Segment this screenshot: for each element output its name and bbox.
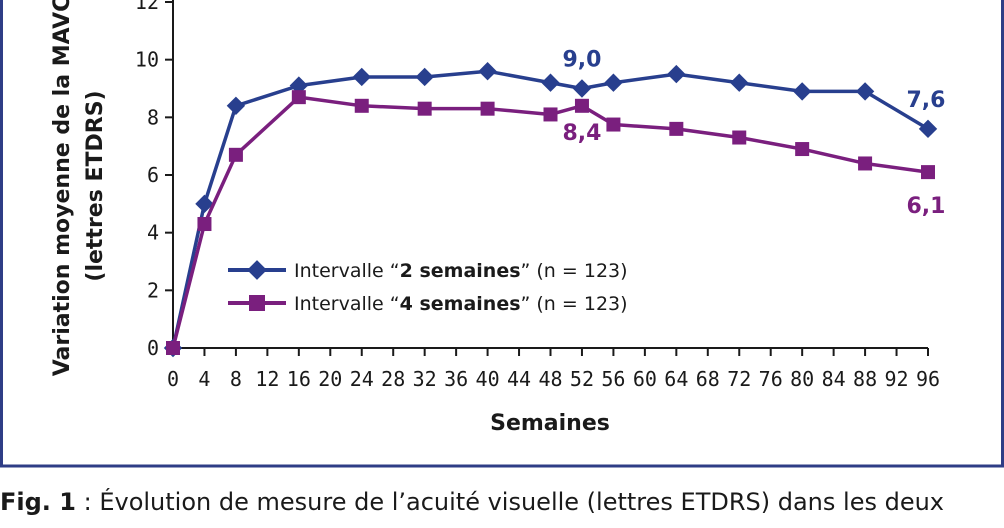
x-tick-label: 92: [884, 367, 908, 391]
legend: Intervalle “2 semaines” (n = 123) Interv…: [228, 260, 628, 315]
legend-label-4-suffix: ” (n = 123): [521, 293, 628, 315]
data-point-diamond: [730, 73, 749, 92]
caption-text: : Évolution de mesure de l’acuité visuel…: [75, 488, 945, 516]
x-tick-label: 48: [538, 367, 562, 391]
data-point-square: [228, 147, 243, 162]
data-point-diamond: [918, 119, 938, 139]
annotation-layer: 9,0 8,4 7,6 6,1: [562, 48, 945, 220]
data-point-square: [858, 156, 873, 171]
data-point-square: [574, 98, 589, 113]
legend-marker-square-icon: [249, 295, 265, 311]
x-tick-label: 88: [853, 367, 877, 391]
data-point-square: [166, 341, 180, 355]
x-tick-label: 12: [255, 367, 279, 391]
series-layer: [163, 62, 938, 358]
legend-label-2-semaines: Intervalle “2 semaines” (n = 123): [294, 260, 628, 282]
data-point-square: [291, 90, 306, 105]
data-point-diamond: [667, 64, 686, 84]
x-tick-label: 76: [759, 367, 783, 391]
data-point-square: [795, 142, 810, 157]
data-point-diamond: [415, 67, 434, 87]
data-label: 7,6: [907, 88, 946, 113]
y-tick-label: 0: [147, 336, 159, 360]
figure-caption: Fig. 1 : Évolution de mesure de l’acuité…: [0, 488, 1004, 528]
legend-label-2-prefix: Intervalle “: [294, 260, 400, 282]
data-point-square: [197, 217, 212, 232]
data-point-diamond: [855, 82, 875, 101]
data-point-diamond: [195, 194, 214, 214]
x-tick-label: 84: [822, 367, 846, 391]
chart-figure: Variation moyenne de la MAVC (lettres ET…: [0, 0, 1004, 468]
x-tick-label: 52: [570, 367, 594, 391]
x-tick-label: 96: [916, 367, 940, 391]
caption-label: Fig. 1: [0, 488, 76, 516]
data-point-square: [354, 98, 369, 113]
x-tick-label: 40: [476, 367, 500, 391]
x-tick-label: 0: [167, 367, 179, 391]
y-tick-label: 6: [147, 163, 159, 187]
legend-label-4-prefix: Intervalle “: [294, 293, 400, 315]
y-axis-title-line2: (lettres ETDRS): [83, 90, 108, 281]
x-axis-title: Semaines: [490, 411, 610, 436]
x-tick-label: 36: [444, 367, 468, 391]
x-tick-label: 80: [790, 367, 814, 391]
data-point-square: [480, 101, 495, 116]
data-point-diamond: [478, 62, 497, 81]
data-point-diamond: [604, 73, 623, 92]
data-label: 8,4: [562, 121, 601, 146]
data-point-square: [417, 101, 432, 116]
x-tick-label: 4: [198, 367, 210, 391]
data-point-diamond: [572, 79, 592, 98]
data-point-square: [606, 117, 621, 132]
data-point-diamond: [226, 96, 246, 115]
y-tick-label: 10: [135, 48, 159, 72]
series-4-semaines: [166, 90, 935, 355]
data-point-square: [921, 165, 935, 180]
legend-label-2-suffix: ” (n = 123): [521, 260, 628, 282]
data-point-square: [669, 121, 684, 136]
y-axis-title: Variation moyenne de la MAVC (lettres ET…: [50, 0, 108, 376]
y-tick-label: 8: [147, 105, 159, 129]
data-point-diamond: [541, 73, 560, 92]
legend-label-4-semaines: Intervalle “4 semaines” (n = 123): [294, 293, 628, 315]
x-tick-label: 28: [381, 367, 405, 391]
y-tick-label: 12: [135, 0, 159, 14]
x-tick-label: 16: [287, 367, 311, 391]
x-tick-label: 64: [664, 367, 688, 391]
x-tick-label: 24: [350, 367, 374, 391]
x-tick-label: 44: [507, 367, 531, 391]
x-tick-label: 72: [727, 367, 751, 391]
data-point-square: [732, 130, 747, 145]
x-tick-label: 8: [230, 367, 242, 391]
legend-label-2-bold: 2 semaines: [400, 260, 521, 282]
legend-entry-4-semaines: Intervalle “4 semaines” (n = 123): [228, 293, 628, 315]
y-axis-title-line1: Variation moyenne de la MAVC: [50, 0, 75, 376]
y-tick-label: 2: [147, 278, 159, 302]
x-tick-label: 20: [318, 367, 342, 391]
data-label: 6,1: [907, 194, 946, 219]
legend-entry-2-semaines: Intervalle “2 semaines” (n = 123): [228, 260, 628, 282]
x-tick-label: 60: [633, 367, 657, 391]
data-point-square: [543, 107, 558, 122]
data-point-diamond: [352, 67, 371, 87]
x-tick-label: 68: [696, 367, 720, 391]
y-tick-label: 4: [147, 221, 159, 245]
x-tick-label: 32: [413, 367, 437, 391]
legend-label-4-bold: 4 semaines: [400, 293, 521, 315]
legend-marker-diamond-icon: [247, 260, 267, 280]
x-tick-label: 56: [601, 367, 625, 391]
data-label: 9,0: [562, 48, 601, 73]
data-point-diamond: [792, 82, 812, 101]
